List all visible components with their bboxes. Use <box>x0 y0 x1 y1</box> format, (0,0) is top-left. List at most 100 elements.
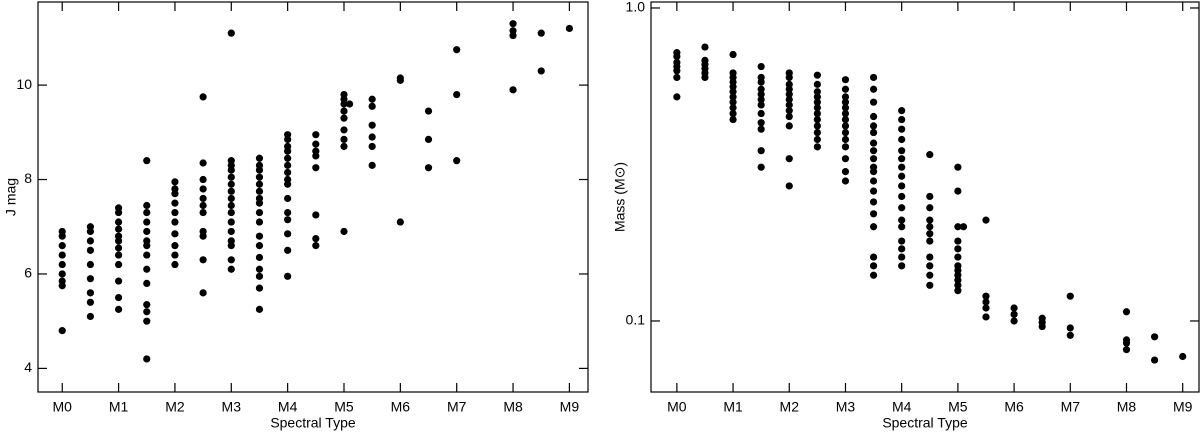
data-point <box>869 147 878 155</box>
data-point <box>227 173 235 181</box>
data-point <box>199 194 207 203</box>
data-point <box>926 192 934 201</box>
data-point <box>58 260 66 269</box>
data-point <box>1010 310 1018 318</box>
data-point <box>926 151 934 159</box>
data-point <box>757 90 765 98</box>
data-point <box>509 20 517 28</box>
data-point <box>729 104 737 112</box>
data-point <box>898 115 906 124</box>
data-point <box>954 187 962 195</box>
x-tick-label: M4 <box>278 399 298 415</box>
data-point <box>346 100 354 108</box>
data-point <box>954 245 962 253</box>
data-point <box>114 260 123 269</box>
data-point <box>284 168 292 177</box>
data-point <box>143 227 151 236</box>
data-point <box>1150 356 1159 364</box>
data-point <box>869 128 878 137</box>
data-point <box>143 317 151 325</box>
data-point <box>368 102 376 110</box>
data-point <box>869 223 878 231</box>
data-point <box>340 142 348 151</box>
data-point <box>841 122 850 130</box>
plot-frame <box>650 1 1200 393</box>
data-point <box>171 208 179 217</box>
data-point <box>869 271 878 279</box>
data-point <box>1122 308 1131 316</box>
data-point <box>255 173 264 181</box>
data-point <box>813 143 821 151</box>
data-point <box>509 31 517 40</box>
data-point <box>312 164 320 172</box>
data-point <box>199 201 207 210</box>
data-point <box>58 251 66 259</box>
data-point <box>227 166 235 174</box>
data-point <box>757 163 765 171</box>
data-point <box>227 256 235 264</box>
y-tick-label: 4 <box>24 359 32 375</box>
data-point <box>199 256 207 264</box>
data-point <box>255 232 264 240</box>
plot-frame <box>37 1 589 393</box>
data-point <box>785 73 793 82</box>
data-point <box>1122 339 1131 347</box>
data-point <box>227 187 235 195</box>
x-tick-label: M6 <box>1004 399 1024 415</box>
data-point <box>869 168 878 176</box>
data-point <box>982 304 990 312</box>
data-point <box>114 305 123 313</box>
data-point <box>565 24 574 33</box>
data-point <box>785 101 793 109</box>
data-point <box>86 237 95 245</box>
data-point <box>1122 346 1131 354</box>
data-point <box>841 155 850 163</box>
data-point <box>898 172 906 180</box>
data-point <box>869 112 878 121</box>
data-point <box>869 122 878 130</box>
data-point <box>869 262 878 270</box>
x-tick-label: M1 <box>723 399 743 415</box>
data-point <box>312 234 320 243</box>
x-tick-label: M8 <box>1117 399 1137 415</box>
x-tick-label: M5 <box>334 399 354 415</box>
data-point <box>813 104 821 112</box>
data-point <box>813 109 821 118</box>
x-tick-label: M1 <box>109 399 129 415</box>
data-point <box>841 109 850 118</box>
data-point <box>368 161 376 169</box>
x-axis-label: Spectral Type <box>270 415 356 431</box>
data-point <box>368 121 376 129</box>
data-point <box>813 115 821 124</box>
data-point <box>86 289 95 297</box>
data-point <box>869 73 878 82</box>
data-point <box>757 119 765 127</box>
data-point <box>926 253 934 261</box>
y-tick-label: 6 <box>24 265 32 281</box>
x-tick-label: M2 <box>780 399 800 415</box>
data-point <box>757 85 765 93</box>
data-point <box>284 161 292 169</box>
data-point <box>199 208 207 217</box>
data-point <box>1010 304 1018 312</box>
data-point <box>312 242 320 250</box>
data-point <box>58 282 66 290</box>
data-point <box>143 279 151 288</box>
data-point <box>841 168 850 176</box>
x-tick-label: M3 <box>836 399 856 415</box>
data-point <box>114 277 123 285</box>
y-tick-label: 8 <box>24 170 32 186</box>
data-point <box>284 216 292 224</box>
data-point <box>453 157 461 165</box>
data-point <box>368 95 376 103</box>
data-point <box>954 287 962 295</box>
x-tick-label: M0 <box>667 399 687 415</box>
y-axis-label: J mag <box>3 178 19 216</box>
data-point <box>841 93 850 101</box>
data-point <box>813 122 821 130</box>
data-point <box>898 204 906 212</box>
data-point <box>227 180 235 188</box>
data-point <box>227 29 235 37</box>
